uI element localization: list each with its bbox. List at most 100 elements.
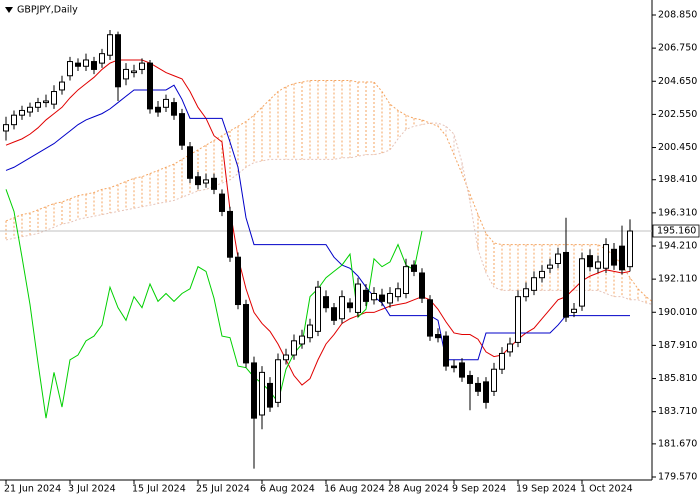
candle-body — [91, 61, 97, 70]
candle-body — [387, 292, 393, 304]
candle-body — [43, 100, 49, 104]
candle-body — [339, 296, 345, 320]
candle-body — [579, 258, 585, 307]
candle-body — [267, 382, 273, 408]
candle-body — [323, 296, 329, 309]
candle-body — [275, 359, 281, 403]
candle-body — [475, 382, 481, 392]
candle-body — [355, 283, 361, 313]
y-tick-label: 183.710 — [658, 406, 697, 417]
candle-body — [35, 102, 41, 108]
x-tick-label: 6 Aug 2024 — [260, 484, 315, 495]
indicator-line — [5, 84, 630, 361]
candle-body — [547, 264, 553, 269]
y-tick-label: 187.910 — [658, 340, 697, 351]
candle-body — [619, 245, 625, 271]
candle-body — [515, 296, 521, 343]
candle-body — [587, 255, 593, 268]
candle-body — [75, 62, 81, 67]
candle-body — [563, 251, 569, 318]
y-tick-label: 206.750 — [658, 43, 697, 54]
candle-body — [147, 62, 153, 110]
y-tick-label: 200.450 — [658, 142, 697, 153]
candle-body — [259, 371, 265, 416]
candle-body — [363, 289, 369, 302]
y-tick-label: 208.850 — [658, 10, 697, 21]
x-tick-label: 19 Sep 2024 — [516, 484, 576, 495]
candle-body — [115, 34, 121, 88]
candle-body — [243, 304, 249, 364]
candle-body — [403, 266, 409, 294]
plot-area — [0, 29, 652, 469]
candle-body — [179, 113, 185, 146]
collapse-icon[interactable] — [5, 7, 13, 13]
y-tick-label: 179.570 — [658, 472, 697, 483]
candle-body — [67, 61, 73, 77]
candle-body — [283, 354, 289, 361]
x-tick-label: 25 Jul 2024 — [196, 484, 250, 495]
candle-body — [19, 109, 25, 116]
candle-body — [27, 106, 33, 113]
candle-body — [203, 179, 209, 184]
candle-body — [483, 381, 489, 403]
x-tick-label: 15 Jul 2024 — [132, 484, 186, 495]
candle-body — [467, 375, 473, 384]
x-tick-label: 28 Aug 2024 — [388, 484, 449, 495]
candle-body — [315, 286, 321, 332]
candle-body — [443, 335, 449, 367]
candle-body — [571, 308, 577, 313]
candle-body — [499, 352, 505, 370]
candle-body — [139, 62, 145, 70]
y-tick-label: 202.550 — [658, 109, 697, 120]
x-tick-label: 1 Oct 2024 — [580, 484, 633, 495]
x-tick-label: 21 Jun 2024 — [4, 484, 61, 495]
candle-body — [627, 230, 633, 268]
candle-body — [83, 59, 89, 67]
candle-body — [163, 98, 169, 108]
candle-body — [603, 244, 609, 269]
y-tick-label: 185.810 — [658, 373, 697, 384]
candle-body — [539, 270, 545, 279]
candle-body — [531, 277, 537, 291]
candle-body — [347, 302, 353, 309]
candle-body — [155, 106, 161, 113]
y-tick-label: 204.650 — [658, 76, 697, 87]
candle-body — [171, 102, 177, 116]
candle-body — [11, 114, 17, 126]
candle-body — [595, 261, 601, 269]
candle-body — [555, 253, 561, 265]
candle-body — [187, 146, 193, 179]
candle-body — [419, 272, 425, 299]
candle-body — [395, 288, 401, 298]
candle-body — [523, 288, 529, 298]
y-tick-label: 181.670 — [658, 438, 697, 449]
candle-body — [491, 368, 497, 392]
candle-body — [291, 340, 297, 356]
candle-body — [59, 81, 65, 91]
indicator-line — [5, 189, 423, 419]
cloud-span-a — [5, 79, 652, 303]
candle-body — [227, 210, 233, 258]
chart-title: GBPJPY,Daily — [17, 5, 78, 16]
price-label-box — [652, 224, 700, 238]
candle-body — [3, 124, 9, 132]
candle-body — [379, 294, 385, 302]
candle-body — [99, 53, 105, 64]
y-tick-label: 198.410 — [658, 174, 697, 185]
candle-body — [107, 34, 113, 56]
candle-body — [235, 256, 241, 306]
x-tick-label: 9 Sep 2024 — [452, 484, 506, 495]
candle-body — [611, 248, 617, 266]
x-tick-label: 16 Aug 2024 — [324, 484, 385, 495]
y-tick-label: 194.210 — [658, 241, 697, 252]
y-tick-label: 192.110 — [658, 274, 697, 285]
candle-body — [331, 307, 337, 321]
candle-body — [299, 335, 305, 345]
candle-body — [435, 334, 441, 339]
candle-body — [51, 91, 57, 105]
x-tick-label: 3 Jul 2024 — [68, 484, 116, 495]
candle-body — [411, 264, 417, 272]
candle-body — [131, 70, 137, 74]
